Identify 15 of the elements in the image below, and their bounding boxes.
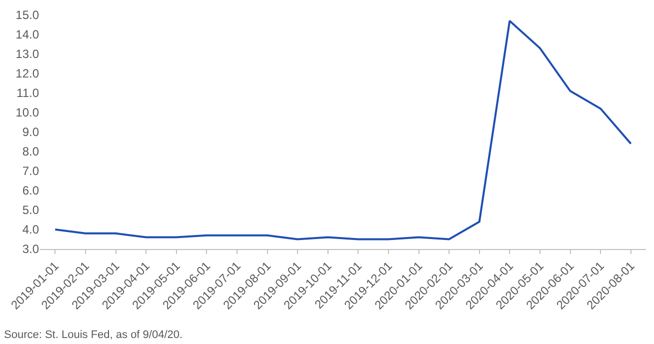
y-tick-label: 11.0 [16, 86, 40, 100]
y-tick-label: 6.0 [22, 184, 40, 198]
line-series [54, 20, 632, 240]
y-tick-label: 10.0 [16, 106, 40, 120]
y-tick-label: 9.0 [22, 125, 40, 140]
y-tick-label: 8.0 [22, 144, 40, 159]
y-tick-label: 7.0 [22, 164, 40, 178]
y-tick-label: 3.0 [22, 242, 40, 256]
y-tick-label: 4.0 [22, 222, 40, 237]
source-note: Source: St. Louis Fed, as of 9/04/20. [4, 329, 183, 341]
y-tick-label: 14.0 [16, 28, 40, 42]
y-tick-label: 15.0 [16, 8, 40, 22]
y-tick-label: 12.0 [16, 66, 40, 81]
y-tick-label: 13.0 [16, 47, 40, 62]
y-tick-label: 5.0 [22, 203, 40, 218]
